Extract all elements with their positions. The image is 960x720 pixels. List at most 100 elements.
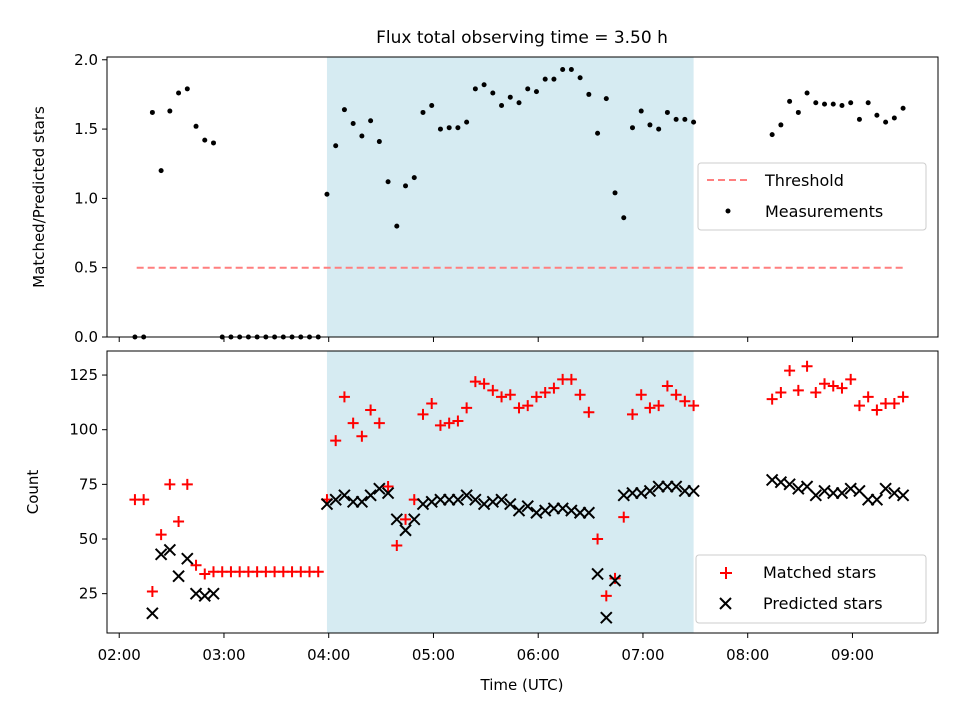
predicted-star-marker (163, 543, 177, 557)
predicted-star-marker (146, 607, 159, 620)
bottom-y-tick-label: 125 (69, 366, 98, 384)
measurement-point (691, 119, 697, 125)
bottom-y-tick-label: 50 (79, 530, 98, 548)
measurement-point (656, 126, 662, 132)
matched-star-marker (190, 559, 202, 571)
matched-star-marker (173, 516, 185, 528)
predicted-star-marker (460, 489, 473, 502)
matched-star-marker (775, 387, 787, 399)
matched-star-marker (583, 406, 595, 418)
matched-star-marker (417, 408, 429, 420)
measurement-point (324, 191, 330, 197)
matched-star-marker (618, 511, 630, 523)
bottom-legend: Matched stars Predicted stars (695, 554, 927, 624)
matched-stars-points (129, 360, 909, 602)
x-tick-label: 06:00 (517, 646, 560, 664)
x-tick-label: 02:00 (98, 646, 141, 664)
measurement-point (411, 175, 417, 181)
matched-star-marker (487, 384, 499, 396)
measurement-point (184, 86, 190, 92)
measurement-point (865, 100, 871, 106)
predicted-star-marker (870, 493, 884, 506)
top-y-axis-ticks: 0.0 0.5 1.0 1.5 2.0 (74, 51, 107, 346)
predicted-star-marker (154, 548, 168, 561)
matched-star-marker (609, 572, 621, 584)
matched-star-marker (155, 529, 167, 541)
measurement-point (210, 140, 216, 146)
matched-star-marker (365, 404, 377, 416)
predicted-star-marker (495, 493, 508, 506)
matched-star-marker (496, 391, 508, 403)
predicted-star-marker (809, 489, 823, 502)
matched-star-marker (400, 513, 412, 525)
matched-star-marker (443, 417, 455, 429)
bottom-y-tick-label: 100 (69, 421, 98, 439)
top-shaded-span (326, 57, 694, 337)
predicted-star-marker (355, 495, 369, 509)
measurement-point (333, 143, 339, 149)
matched-star-marker (530, 391, 542, 403)
matched-star-marker (539, 387, 551, 399)
matched-star-marker (347, 417, 359, 429)
matched-star-marker (784, 365, 796, 377)
matched-star-marker (312, 566, 324, 578)
matched-star-marker (391, 540, 403, 552)
matched-star-marker (382, 481, 394, 493)
measurement-point (149, 109, 155, 115)
matched-star-marker (356, 430, 368, 442)
measurement-point (525, 86, 531, 92)
matched-legend-swatch (720, 567, 732, 579)
matched-star-marker (897, 391, 909, 403)
predicted-star-marker (207, 587, 220, 600)
matched-star-marker (548, 382, 560, 394)
matched-star-marker (338, 391, 350, 403)
measurement-point (595, 130, 601, 136)
matched-star-marker (461, 402, 473, 414)
matched-star-marker (792, 384, 804, 396)
matched-star-marker (565, 373, 577, 385)
matched-star-marker (478, 378, 490, 390)
measurement-point (673, 116, 679, 122)
top-y-tick-label: 0.0 (74, 328, 98, 346)
predicted-star-marker (600, 611, 613, 624)
threshold-legend-label: Threshold (764, 171, 844, 190)
measurement-point (516, 100, 522, 106)
measurement-point (856, 116, 862, 122)
bottom-x-axis-ticks: 02:00 03:00 04:00 05:00 06:00 07:00 08:00 09:00 (98, 633, 874, 664)
top-y-tick-label: 1.0 (74, 189, 98, 207)
predicted-star-marker (643, 484, 657, 498)
measurement-point (490, 90, 496, 96)
matched-star-marker (688, 400, 700, 412)
predicted-star-marker (320, 497, 334, 511)
predicted-star-marker (835, 486, 849, 500)
predicted-star-marker (669, 480, 683, 493)
measurement-point (682, 116, 688, 122)
predicted-star-marker (879, 482, 892, 495)
matched-star-marker (138, 494, 150, 506)
measurement-points (132, 66, 906, 340)
measurement-point (437, 126, 443, 132)
measurement-point (560, 66, 566, 72)
x-tick-label: 04:00 (307, 646, 350, 664)
matched-star-marker (452, 415, 464, 427)
matched-star-marker (871, 404, 883, 416)
matched-star-marker (670, 389, 682, 401)
predicted-star-marker (783, 478, 796, 491)
measurement-point (542, 76, 548, 82)
measurement-point (883, 119, 889, 125)
measurement-point (568, 66, 574, 72)
measurement-point (586, 91, 592, 97)
measurement-point (368, 118, 374, 124)
measurement-point (158, 168, 164, 174)
matched-star-marker (827, 380, 839, 392)
matched-star-marker (853, 400, 865, 412)
matched-star-marker (836, 382, 848, 394)
predicted-star-marker (582, 506, 596, 519)
matched-star-marker (600, 590, 612, 602)
measurement-point (577, 75, 583, 81)
predicted-star-marker (451, 493, 465, 506)
matched-star-marker (373, 417, 385, 429)
measurement-point (167, 108, 173, 114)
measurement-point (778, 122, 784, 128)
